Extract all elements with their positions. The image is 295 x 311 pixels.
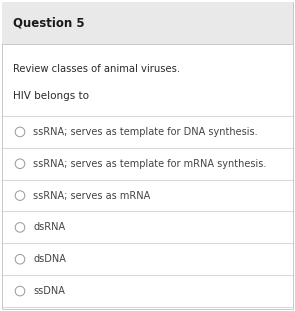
Text: HIV belongs to: HIV belongs to: [13, 91, 89, 101]
Text: Review classes of animal viruses.: Review classes of animal viruses.: [13, 64, 180, 74]
Text: dsRNA: dsRNA: [33, 222, 65, 232]
Text: ssRNA; serves as template for DNA synthesis.: ssRNA; serves as template for DNA synthe…: [33, 127, 258, 137]
Text: dsDNA: dsDNA: [33, 254, 66, 264]
Text: ssRNA; serves as template for mRNA synthesis.: ssRNA; serves as template for mRNA synth…: [33, 159, 266, 169]
Text: Question 5: Question 5: [13, 16, 85, 30]
Bar: [2, 2, 293, 44]
Text: ssRNA; serves as mRNA: ssRNA; serves as mRNA: [33, 191, 150, 201]
Text: ssDNA: ssDNA: [33, 286, 65, 296]
